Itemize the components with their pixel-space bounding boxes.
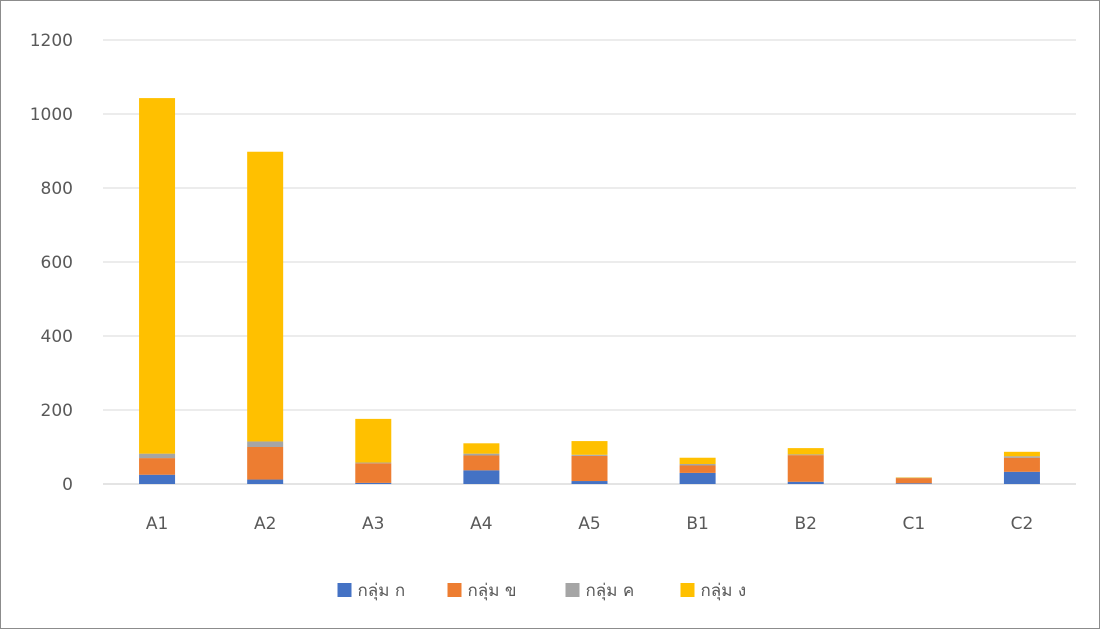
y-tick-label: 1200 (30, 31, 73, 51)
y-axis-tick-labels: 0 200 400 600 800 1000 1200 (30, 31, 73, 495)
bar-segment-a3 (355, 483, 391, 484)
bar-segment-b1 (680, 466, 716, 473)
x-tick-label: C1 (902, 514, 925, 534)
bar-segment-a2 (247, 480, 283, 484)
bar-segment-a1 (139, 454, 175, 458)
legend-label: กลุ่ม ก (358, 581, 406, 601)
legend-label: กลุ่ม ค (586, 581, 635, 601)
y-tick-label: 0 (62, 475, 73, 495)
bar-segment-a5 (572, 481, 608, 484)
bar-segment-a5 (572, 455, 608, 456)
bar-segment-b2 (788, 455, 824, 482)
bar-segment-c2 (1004, 452, 1040, 456)
legend-label: กลุ่ม ง (701, 581, 747, 601)
x-tick-label: B2 (794, 514, 816, 534)
x-tick-label: B1 (686, 514, 708, 534)
legend-label: กลุ่ม ข (468, 581, 517, 601)
bar-segment-a3 (355, 419, 391, 463)
bar-segment-b2 (788, 448, 824, 454)
bar-segment-a3 (355, 463, 391, 464)
bar-segment-c1 (896, 478, 932, 483)
x-tick-label: A5 (578, 514, 600, 534)
x-tick-label: C2 (1011, 514, 1034, 534)
bars (139, 98, 1040, 484)
bar-segment-a5 (572, 456, 608, 481)
x-tick-label: A1 (146, 514, 168, 534)
bar-segment-a5 (572, 441, 608, 455)
x-axis-tick-labels: A1 A2 A3 A4 A5 B1 B2 C1 C2 (146, 514, 1033, 534)
bar-segment-b2 (788, 482, 824, 484)
bar-segment-c2 (1004, 456, 1040, 457)
bar-segment-a4 (463, 456, 499, 471)
bar-segment-a2 (247, 152, 283, 442)
legend-swatch (681, 583, 695, 597)
bar-segment-a4 (463, 470, 499, 484)
y-tick-label: 200 (41, 401, 73, 421)
bar-segment-a4 (463, 454, 499, 456)
bar-segment-b1 (680, 464, 716, 465)
bar-segment-b2 (788, 454, 824, 455)
legend-swatch (566, 583, 580, 597)
bar-segment-a2 (247, 447, 283, 480)
bar-segment-b1 (680, 458, 716, 464)
bar-segment-c1 (896, 483, 932, 484)
bar-segment-a1 (139, 98, 175, 454)
y-tick-label: 800 (41, 179, 73, 199)
bar-segment-c2 (1004, 458, 1040, 472)
bar-segment-a1 (139, 458, 175, 475)
bar-segment-a3 (355, 463, 391, 483)
y-tick-label: 600 (41, 253, 73, 273)
bar-segment-a2 (247, 441, 283, 447)
legend-swatch (448, 583, 462, 597)
legend: กลุ่ม ก กลุ่ม ข กลุ่ม ค กลุ่ม ง (338, 581, 747, 601)
x-tick-label: A3 (362, 514, 384, 534)
x-tick-label: A2 (254, 514, 276, 534)
bar-segment-a4 (463, 443, 499, 453)
bar-segment-b1 (680, 473, 716, 484)
legend-swatch (338, 583, 352, 597)
y-tick-label: 400 (41, 327, 73, 347)
x-tick-label: A4 (470, 514, 492, 534)
y-tick-label: 1000 (30, 105, 73, 125)
bar-segment-a1 (139, 475, 175, 484)
bar-segment-c2 (1004, 472, 1040, 484)
